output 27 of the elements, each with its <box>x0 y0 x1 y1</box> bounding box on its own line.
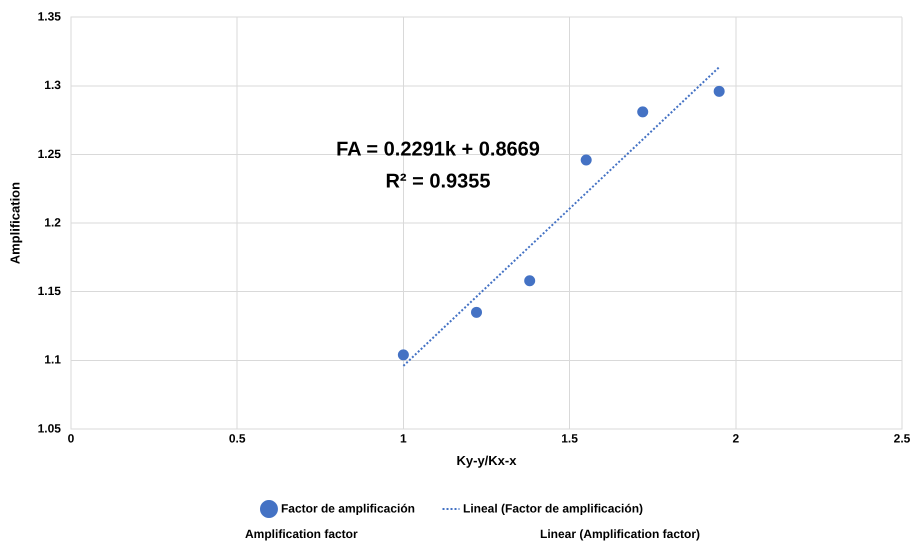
y-tick-label: 1.1 <box>44 352 62 367</box>
x-tick-label: 2.5 <box>894 432 911 446</box>
point <box>714 86 725 97</box>
x-tick-label: 1.5 <box>561 432 578 446</box>
point <box>524 275 536 286</box>
x-axis-title: Ky-y/Kx-x <box>456 452 518 468</box>
y-axis-title: Amplification <box>7 182 22 264</box>
annotation: FA = 0.2291k + 0.8669 <box>336 138 540 161</box>
legend-label: Factor de amplificación <box>280 501 416 516</box>
x-tick-label: 0.5 <box>228 432 246 446</box>
point <box>637 106 648 118</box>
annotation: R² = 0.9355 <box>385 170 491 193</box>
y-tick-label: 1.05 <box>38 421 62 436</box>
point <box>398 349 409 360</box>
text: Amplification factor <box>245 527 358 541</box>
x-tick-label: 0 <box>68 432 75 446</box>
x-tick-label: 2 <box>732 432 740 446</box>
x-tick-label: 1 <box>400 432 408 446</box>
text: Linear (Amplification factor) <box>540 527 700 541</box>
y-tick-label: 1.2 <box>44 215 62 230</box>
legend-label: Lineal (Factor de amplificación) <box>463 501 644 516</box>
y-tick-label: 1.25 <box>38 146 62 161</box>
point <box>580 154 592 166</box>
y-tick-label: 1.3 <box>44 78 62 92</box>
y-tick-label: 1.35 <box>38 10 62 24</box>
y-tick-label: 1.15 <box>38 284 62 298</box>
point <box>471 306 482 318</box>
